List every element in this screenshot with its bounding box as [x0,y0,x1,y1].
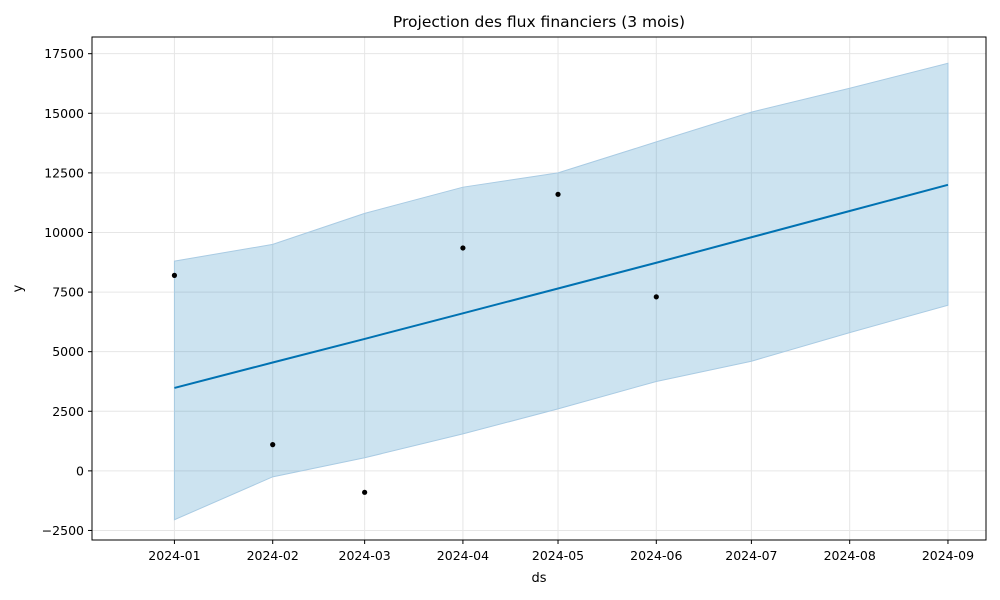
x-tick-label: 2024-04 [437,548,489,563]
x-axis-ticks: 2024-01 2024-02 2024-03 2024-04 2024-05 2024-… [148,540,974,563]
y-axis-ticks: −2500 0 2500 5000 7500 10000 12500 15000 17500 [42,46,92,538]
y-tick-label: 12500 [44,165,84,180]
observed-point [362,489,368,495]
y-tick-label: −2500 [42,523,84,538]
uncertainty-band-group [173,62,949,521]
y-tick-label: 2500 [52,404,84,419]
x-tick-label: 2024-03 [339,548,391,563]
observed-point [171,272,178,278]
y-tick-label: 7500 [52,285,84,300]
forecast-line-group [174,183,949,389]
x-tick-label: 2024-05 [532,548,584,563]
x-tick-label: 2024-07 [725,548,777,563]
x-tick-label: 2024-02 [247,548,299,563]
chart-title: Projection des flux financiers (3 mois) [393,13,685,31]
x-tick-label: 2024-06 [630,548,682,563]
y-tick-label: 15000 [44,106,84,121]
observed-point [653,294,659,300]
x-axis-title: ds [531,571,546,586]
observed-point [460,245,466,251]
uncertainty-band [173,62,949,521]
observed-point [270,442,276,448]
y-tick-label: 5000 [52,344,84,359]
x-tick-label: 2024-01 [148,548,200,563]
y-tick-label: 0 [76,463,84,478]
x-tick-label: 2024-09 [922,548,974,563]
y-tick-label: 17500 [44,46,84,61]
y-axis-title: y [11,284,26,292]
forecast-line [174,183,949,389]
observed-point [555,191,561,197]
x-tick-label: 2024-08 [824,548,876,563]
plot-frame [91,36,987,541]
y-tick-label: 10000 [44,225,84,240]
observed-points-group [171,191,659,495]
